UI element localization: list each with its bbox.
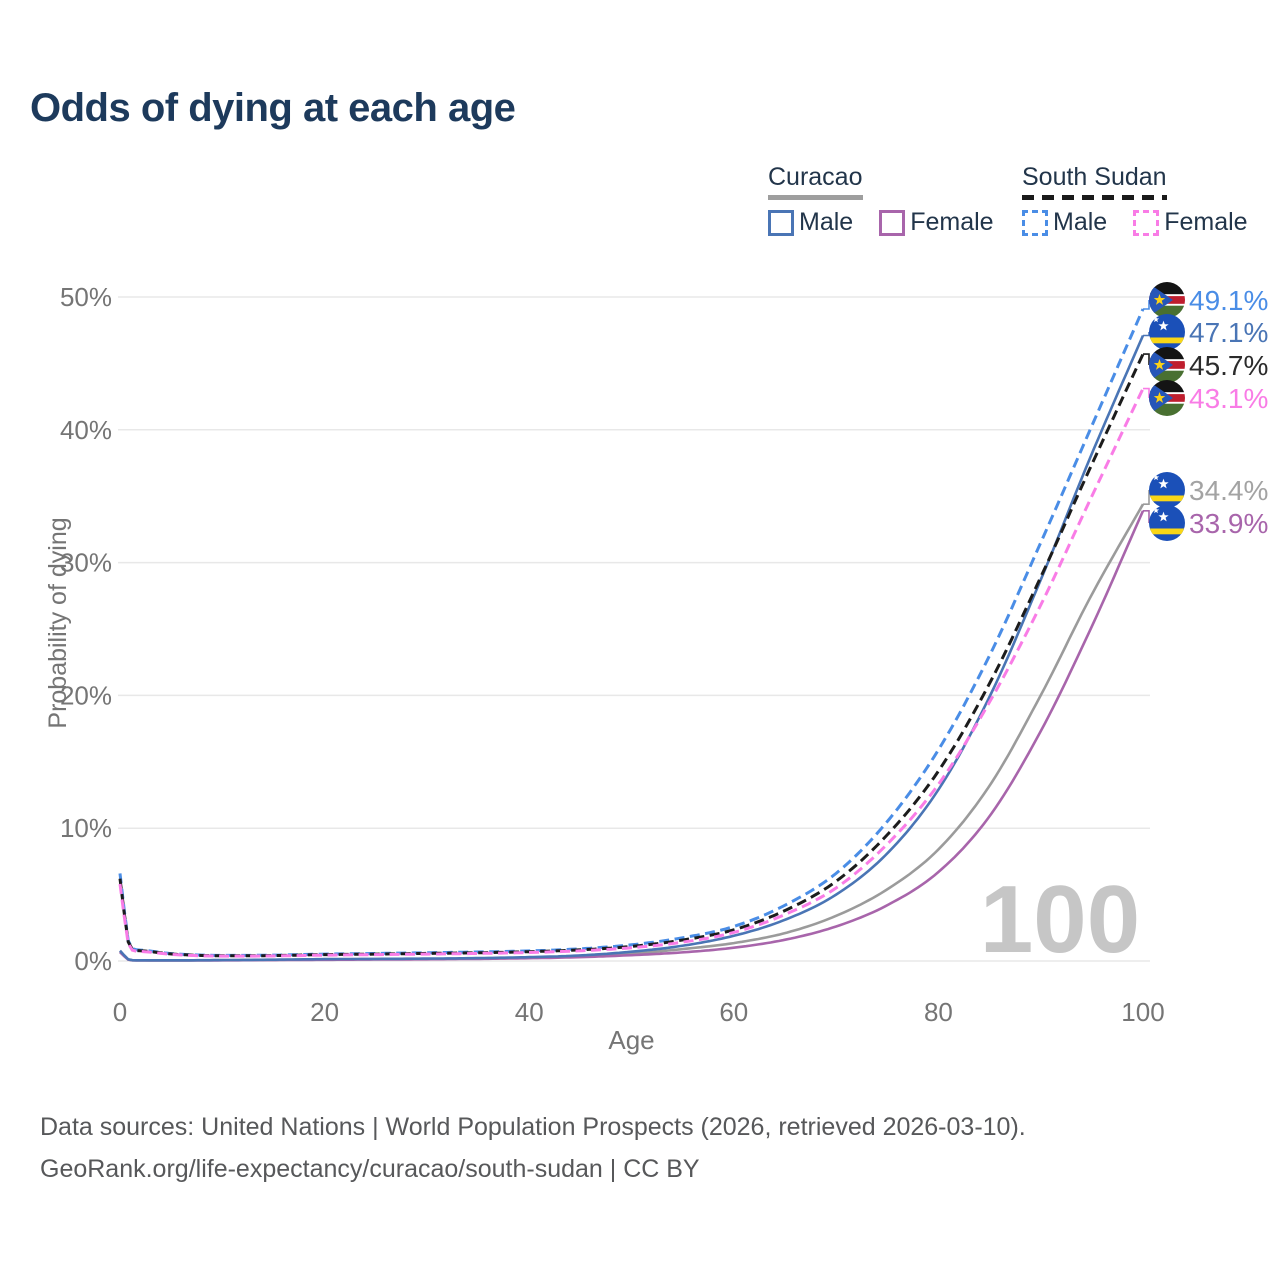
south-sudan-dashed-line-swatch — [1022, 195, 1167, 200]
y-tick-label: 50% — [60, 282, 112, 312]
x-tick-label: 20 — [310, 997, 339, 1027]
curacao-flag-icon — [1149, 314, 1185, 350]
legend-country-label: South Sudan — [1022, 163, 1167, 191]
end-label-connector — [1143, 510, 1150, 523]
y-tick-label: 40% — [60, 415, 112, 445]
legend-item-label: Male — [799, 208, 854, 236]
x-tick-label: 0 — [113, 997, 127, 1027]
legend-item-label: Female — [1164, 208, 1248, 236]
south-sudan-flag-icon — [1149, 347, 1185, 383]
footer: Data sources: United Nations | World Pop… — [40, 1106, 1026, 1190]
legend-item-curacao-female[interactable]: Female — [879, 208, 994, 237]
curve-south-sudan-male — [118, 308, 1145, 957]
legend-item-south-sudan-male[interactable]: Male — [1022, 208, 1107, 237]
end-label-connector — [1143, 332, 1150, 337]
legend-group-curacao: Curacao Male Female — [768, 163, 994, 237]
x-axis-title: Age — [608, 1025, 654, 1055]
legend-country-curacao: Curacao — [768, 163, 863, 200]
page-title: Odds of dying at each age — [30, 86, 516, 130]
end-value-label: 43.1% — [1189, 383, 1268, 414]
y-tick-label: 20% — [60, 680, 112, 710]
legend-country-label: Curacao — [768, 163, 863, 191]
attribution-line: GeoRank.org/life-expectancy/curacao/sout… — [40, 1155, 700, 1183]
south-sudan-female-swatch — [1133, 209, 1160, 236]
end-value-label: 33.9% — [1189, 508, 1268, 539]
end-value-label: 45.7% — [1189, 350, 1268, 381]
x-tick-label: 80 — [924, 997, 953, 1027]
end-label-connector — [1143, 387, 1150, 398]
curve-south-sudan-female — [118, 387, 1145, 958]
legend-item-label: Female — [910, 208, 994, 236]
south-sudan-flag-icon — [1149, 282, 1185, 318]
end-label-connector — [1143, 300, 1150, 310]
end-value-label: 34.4% — [1189, 475, 1268, 506]
age-watermark: 100 — [980, 866, 1140, 973]
curacao-female-swatch — [879, 209, 906, 236]
x-tick-label: 40 — [515, 997, 544, 1027]
legend-country-south-sudan: South Sudan — [1022, 163, 1167, 200]
x-tick-label: 60 — [719, 997, 748, 1027]
south-sudan-male-swatch — [1022, 209, 1048, 236]
y-tick-label: 10% — [60, 813, 112, 843]
south-sudan-flag-icon — [1149, 380, 1185, 416]
legend-items-south-sudan: Male Female — [1022, 208, 1248, 237]
curacao-flag-icon — [1149, 505, 1185, 541]
legend-items-curacao: Male Female — [768, 208, 994, 237]
y-tick-label: 0% — [74, 946, 112, 976]
legend-item-south-sudan-female[interactable]: Female — [1133, 208, 1248, 237]
x-tick-label: 100 — [1121, 997, 1164, 1027]
end-label-connector — [1143, 353, 1150, 365]
legend-group-south-sudan: South Sudan Male Female — [1022, 163, 1248, 237]
legend-item-curacao-male[interactable]: Male — [768, 208, 853, 237]
legend-item-label: Male — [1053, 208, 1108, 236]
end-value-label: 49.1% — [1189, 285, 1268, 316]
end-label-connector — [1143, 490, 1150, 505]
curacao-flag-icon — [1149, 472, 1185, 508]
curacao-solid-line-swatch — [768, 195, 863, 200]
end-value-label: 47.1% — [1189, 317, 1268, 348]
y-axis-title: Probability of dying — [44, 517, 72, 728]
data-sources-line: Data sources: United Nations | World Pop… — [40, 1113, 1026, 1141]
y-tick-label: 30% — [60, 548, 112, 578]
curacao-male-swatch — [768, 209, 794, 236]
